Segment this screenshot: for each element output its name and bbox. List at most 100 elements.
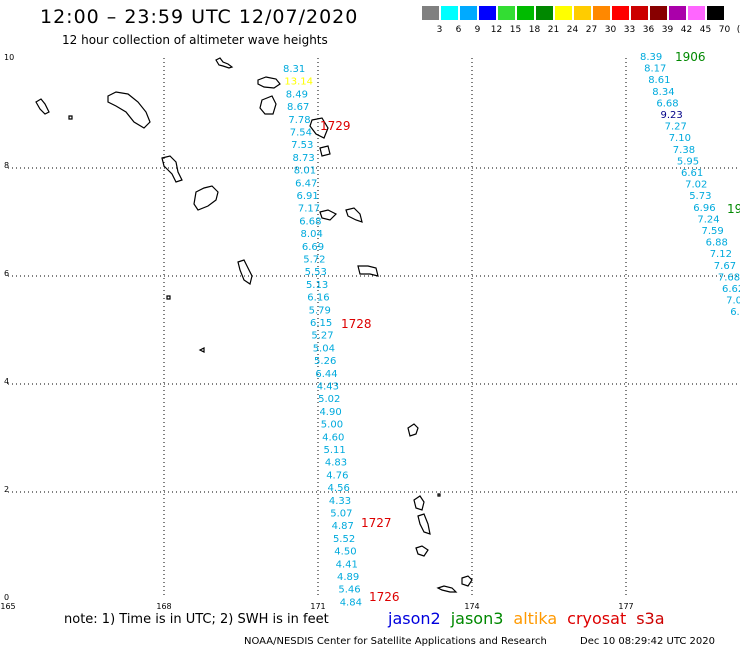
legend-label: 9	[474, 25, 481, 35]
island-outline	[198, 347, 205, 353]
island-outline	[193, 185, 219, 211]
x-axis-label: 168	[156, 602, 171, 611]
wave-height-value: 6.44	[315, 369, 337, 380]
satellite-source-label: jason2	[388, 609, 441, 628]
legend-swatch	[479, 6, 496, 20]
wave-height-value: 5.79	[309, 305, 331, 316]
wave-height-value: 7.68	[718, 272, 740, 283]
wave-height-value: 6.68	[299, 216, 321, 227]
wave-height-value: 4.76	[326, 470, 348, 481]
island-outline	[319, 145, 331, 157]
y-axis-label: 10	[4, 53, 14, 62]
legend-swatch	[536, 6, 553, 20]
wave-height-value: 7.17	[298, 204, 320, 215]
legend-swatch	[498, 6, 515, 20]
legend-swatch	[669, 6, 686, 20]
legend-label: 33	[623, 25, 636, 35]
wave-height-value: 5.04	[313, 343, 335, 354]
legend-swatch	[707, 6, 724, 20]
wave-height-value: 5.95	[677, 156, 699, 167]
legend-label: (ft)	[736, 25, 740, 35]
wave-height-value: 4.90	[319, 407, 341, 418]
wave-height-value: 5.27	[311, 331, 333, 342]
island-outline	[436, 585, 458, 593]
island-outline	[417, 513, 431, 535]
wave-height-value: 8.31	[283, 64, 305, 75]
legend-swatch	[593, 6, 610, 20]
wave-height-value: 5.73	[689, 191, 711, 202]
wave-height-value: 6.16	[307, 293, 329, 304]
axis-labels: 165 168 171 174 177 0 2 4 6 8 10	[0, 53, 633, 611]
legend-label: 70	[718, 25, 731, 35]
wave-height-value: 5.02	[318, 394, 340, 405]
wave-height-value: 7.78	[288, 115, 310, 126]
wave-height-value: 5.53	[305, 267, 327, 278]
wave-height-value: 6.91	[297, 191, 319, 202]
wave-height-value: 7.01	[726, 296, 740, 307]
wave-height-value: 4.33	[329, 496, 351, 507]
y-axis-label: 2	[4, 485, 9, 494]
island-outline	[319, 209, 338, 221]
satellite-source-label: cryosat	[567, 609, 627, 628]
wave-height-value: 7.67	[714, 261, 736, 272]
legend-label: 30	[604, 25, 617, 35]
footer-timestamp: Dec 10 08:29:42 UTC 2020	[580, 636, 715, 647]
legend-label: 3	[436, 25, 443, 35]
island-outline	[437, 493, 441, 497]
wave-height-value: 4.50	[334, 547, 356, 558]
wave-height-value: 8.49	[286, 89, 308, 100]
legend-swatch	[460, 6, 477, 20]
legend-label: 39	[661, 25, 674, 35]
wave-height-value: 6.61	[681, 168, 703, 179]
legend-swatch	[441, 6, 458, 20]
wave-height-value: 8.61	[648, 75, 670, 86]
y-axis-label: 8	[4, 161, 9, 170]
legend-swatch	[555, 6, 572, 20]
wave-height-value: 8.67	[287, 102, 309, 113]
satellite-source-label: jason3	[450, 609, 504, 628]
island-outline	[257, 76, 281, 89]
wave-height-value: 6.62	[722, 284, 740, 295]
wave-height-value: 6.96	[693, 203, 715, 214]
wave-height-value: 8.34	[652, 87, 674, 98]
wave-height-value: 7.02	[685, 180, 707, 191]
wave-height-value: 4.56	[328, 483, 350, 494]
island-outline	[407, 423, 419, 437]
island-outline	[68, 115, 73, 120]
wave-height-value: 5.00	[321, 420, 343, 431]
wave-height-value: 5.07	[330, 509, 352, 520]
island-outline	[415, 545, 429, 557]
y-axis-label: 6	[4, 269, 9, 278]
wave-height-value: 8.01	[294, 166, 316, 177]
legend-label: 24	[566, 25, 579, 35]
legend-label: 6	[455, 25, 462, 35]
wave-height-value: 8.17	[644, 64, 666, 75]
wave-height-value: 4.84	[340, 597, 362, 608]
wave-height-value: 13.14	[284, 77, 313, 88]
wave-height-value: 8.39	[640, 52, 662, 63]
map-subtitle: 12 hour collection of altimeter wave hei…	[62, 33, 328, 47]
island-outline	[161, 155, 183, 183]
wave-height-value: 7.38	[673, 145, 695, 156]
wave-height-value: 5.72	[303, 255, 325, 266]
wave-height-value: 5.46	[338, 585, 360, 596]
satellite-sources: jason2 jason3 altika cryosat s3a	[388, 609, 675, 628]
satellite-source-label: altika	[513, 609, 558, 628]
satellite-source-label: s3a	[636, 609, 665, 628]
wave-height-value: 7.54	[290, 128, 312, 139]
legend-label: 36	[642, 25, 655, 35]
legend-label: 21	[547, 25, 560, 35]
x-axis-label: 171	[310, 602, 325, 611]
wave-height-value: 6.69	[302, 242, 324, 253]
map-title: 12:00 – 23:59 UTC 12/07/2020	[40, 6, 359, 28]
wave-height-value: 4.43	[317, 382, 339, 393]
island-outline	[309, 117, 329, 139]
footer-credit: NOAA/NESDIS Center for Satellite Applica…	[244, 636, 547, 647]
wave-height-value: 7.10	[669, 133, 691, 144]
island-outline	[259, 95, 277, 115]
wave-height-value: 8.04	[301, 229, 323, 240]
footer-note: note: 1) Time is in UTC; 2) SWH is in fe…	[64, 612, 329, 627]
island-outline	[237, 259, 253, 285]
legend-swatch	[650, 6, 667, 20]
